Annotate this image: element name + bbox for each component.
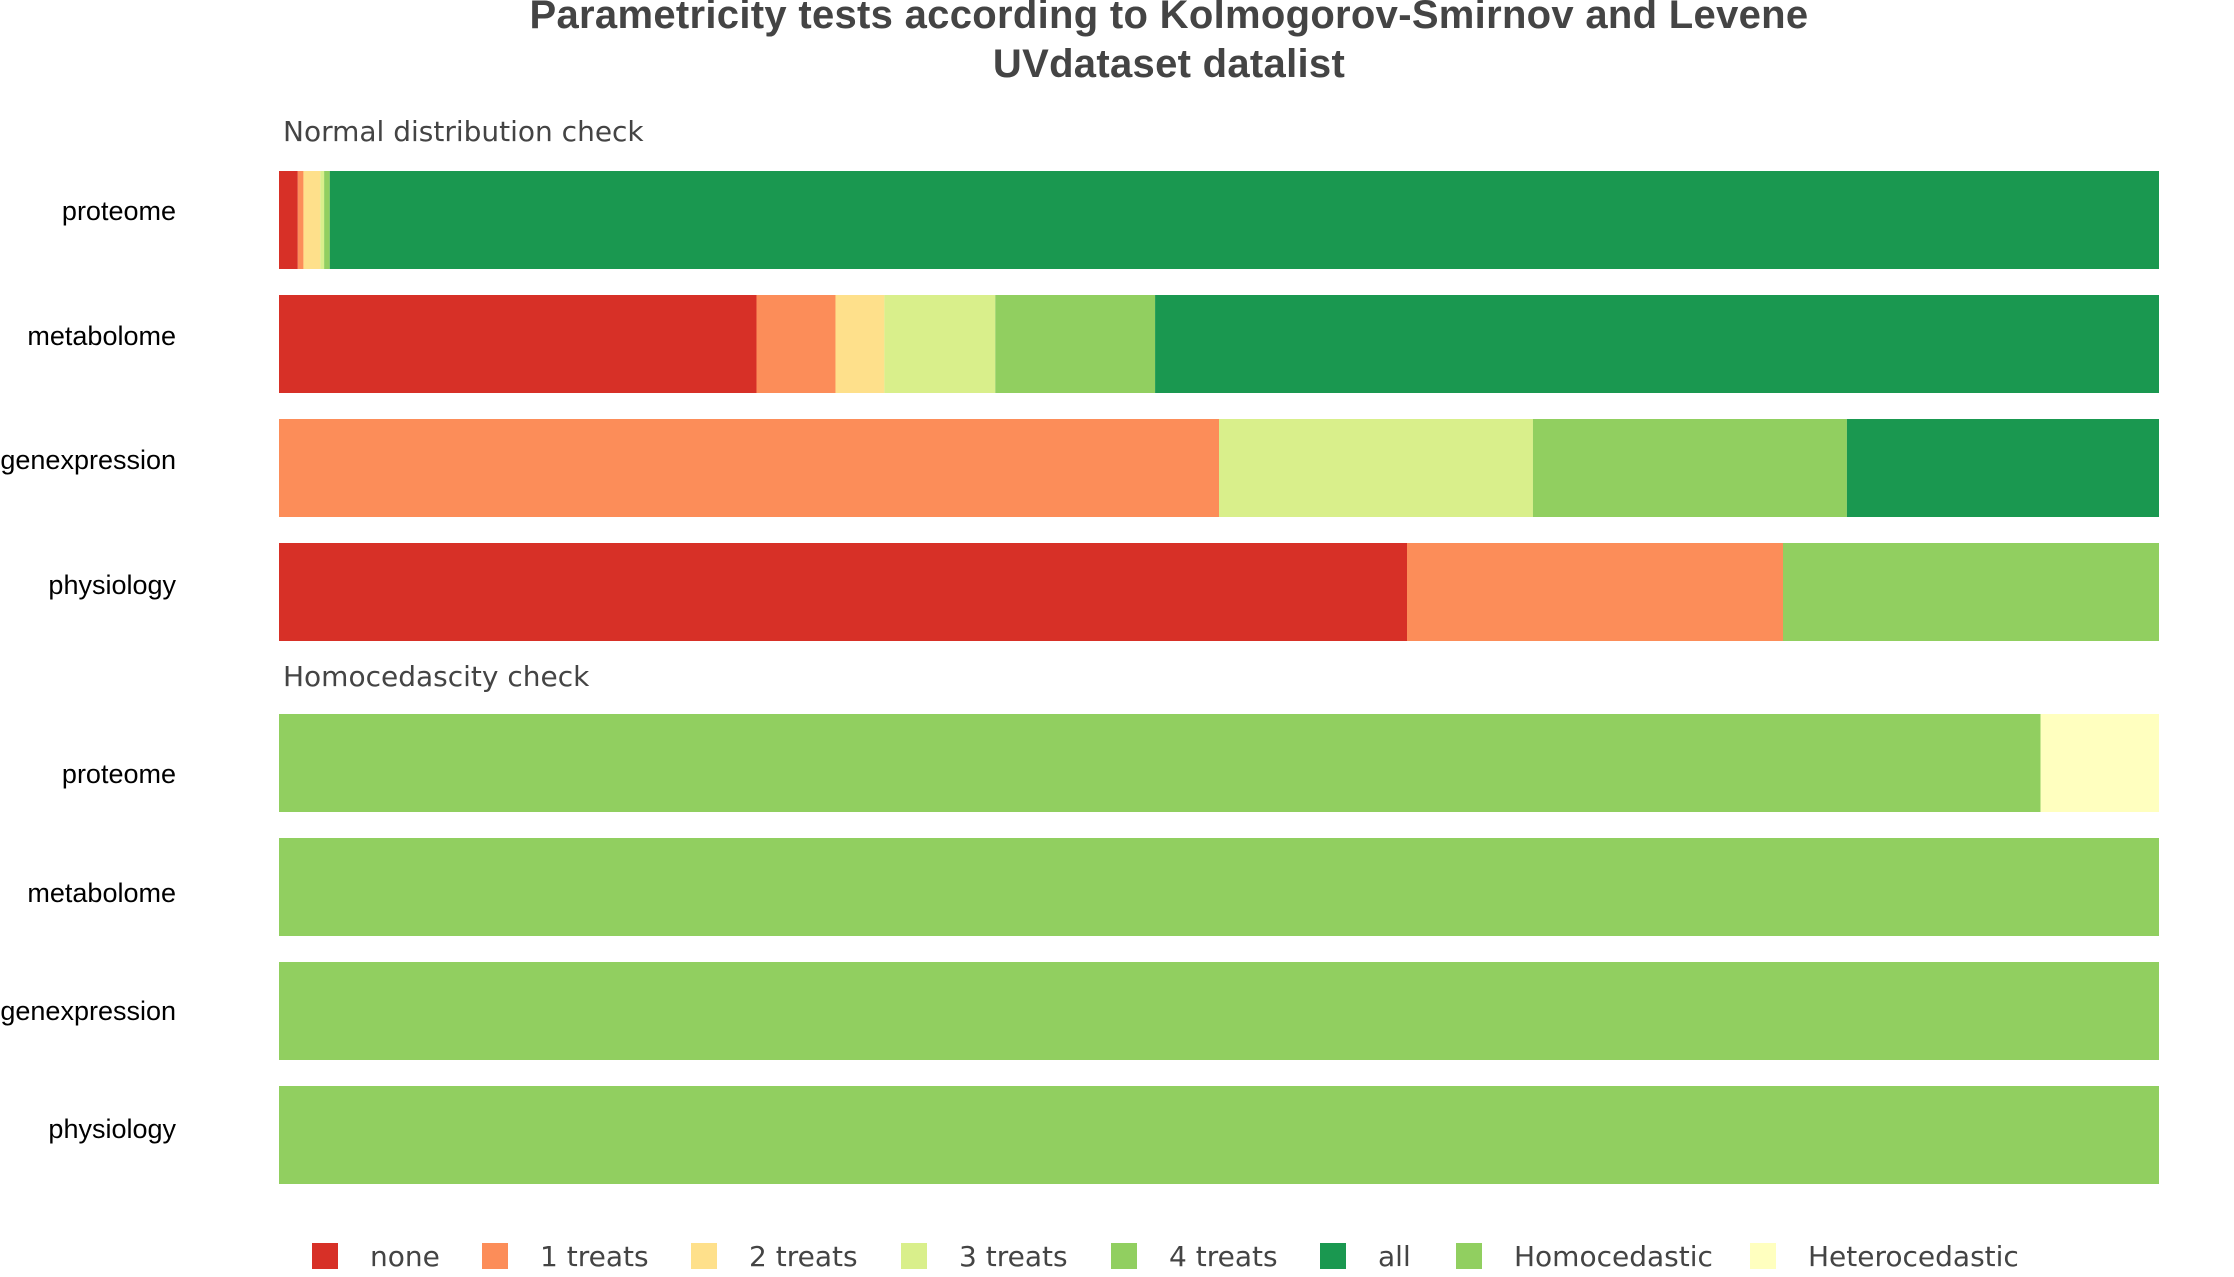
legend-label-none: none (370, 1240, 440, 1273)
legend-swatch-3-treats (901, 1243, 927, 1269)
bar-segment-genexpression-4-treats (1532, 419, 1847, 517)
bar-segment-physiology-homocedastic (279, 1086, 2159, 1184)
y-tick-label-physiology: physiology (48, 1114, 176, 1144)
legend-swatch-2-treats (691, 1243, 717, 1269)
bar-segment-metabolome-3-treats (884, 295, 996, 393)
panel-normal-distribution: proteome metabolome genexpression physiolog… (0, 171, 2159, 641)
bar-segment-proteome-homocedastic (279, 714, 2041, 812)
bar-segment-genexpression-homocedastic (279, 962, 2159, 1060)
y-tick-label-genexpression: genexpression (0, 996, 176, 1026)
legend-label-all: all (1378, 1240, 1411, 1273)
panel-homocedascity: proteome metabolome genexpression physiolog… (0, 714, 2159, 1184)
legend-label-homocedastic: Homocedastic (1514, 1240, 1713, 1273)
y-tick-label-genexpression: genexpression (0, 445, 176, 475)
legend-label-3-treats: 3 treats (959, 1240, 1068, 1273)
y-tick-label-proteome: proteome (62, 759, 176, 789)
bar-segment-proteome-1-treats (297, 171, 304, 269)
bar-segment-metabolome-homocedastic (279, 838, 2159, 936)
bar-segment-metabolome-2-treats (835, 295, 885, 393)
legend-swatch-4-treats (1111, 1243, 1137, 1269)
bar-segment-proteome-heterocedastic (2040, 714, 2159, 812)
legend-swatch-1-treats (482, 1243, 508, 1269)
bar-segment-metabolome-4-treats (995, 295, 1156, 393)
legend-swatch-none (312, 1243, 338, 1269)
y-tick-label-proteome: proteome (62, 196, 176, 226)
legend: none 1 treats 2 treats 3 treats 4 treats all H… (312, 1240, 2019, 1273)
legend-swatch-heterocedastic (1750, 1243, 1776, 1269)
y-tick-label-metabolome: metabolome (27, 878, 176, 908)
panel-heading-normal: Normal distribution check (283, 115, 644, 148)
legend-label-2-treats: 2 treats (749, 1240, 858, 1273)
legend-label-heterocedastic: Heterocedastic (1808, 1240, 2019, 1273)
bar-segment-metabolome-none (279, 295, 757, 393)
bar-segment-physiology-4-treats (1783, 543, 2159, 641)
y-tick-label-physiology: physiology (48, 570, 176, 600)
bar-segment-proteome-none (279, 171, 298, 269)
chart-subtitle: UVdataset datalist (993, 42, 1345, 86)
bar-segment-proteome-all (329, 171, 2159, 269)
bar-segment-genexpression-3-treats (1219, 419, 1533, 517)
bar-segment-proteome-4-treats (324, 171, 330, 269)
y-tick-label-metabolome: metabolome (27, 321, 176, 351)
bar-segment-metabolome-all (1155, 295, 2159, 393)
legend-label-4-treats: 4 treats (1169, 1240, 1278, 1273)
bar-segment-proteome-3-treats (320, 171, 325, 269)
legend-swatch-all (1320, 1243, 1346, 1269)
bar-segment-proteome-2-treats (303, 171, 321, 269)
legend-label-1-treats: 1 treats (540, 1240, 649, 1273)
bar-segment-physiology-none (279, 543, 1407, 641)
bar-segment-genexpression-all (1846, 419, 2159, 517)
chart-title: Parametricity tests according to Kolmogo… (530, 0, 1809, 37)
panel-heading-homocedascity: Homocedascity check (283, 660, 590, 693)
legend-swatch-homocedastic (1456, 1243, 1482, 1269)
bar-segment-physiology-1-treats (1407, 543, 1783, 641)
bar-segment-metabolome-1-treats (756, 295, 836, 393)
bar-segment-genexpression-1-treats (279, 419, 1219, 517)
